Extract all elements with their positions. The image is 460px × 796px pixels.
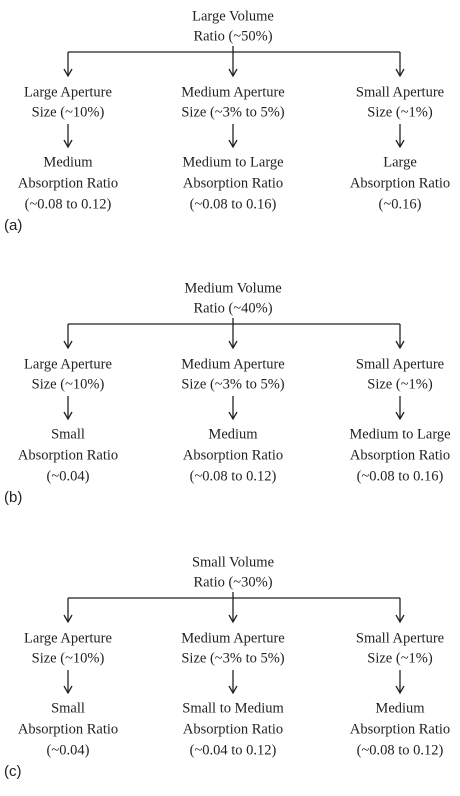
absorption-text: Medium to Large	[182, 154, 283, 170]
absorption-text: Medium	[375, 700, 425, 716]
arrow-head	[395, 685, 405, 695]
arrow-head	[395, 139, 405, 149]
root-text: Small Volume	[192, 554, 274, 570]
absorption-text: Absorption Ratio	[18, 175, 118, 191]
aperture-text: Large Aperture	[24, 84, 112, 100]
root-text: Ratio (~40%)	[193, 300, 272, 316]
aperture-text: Medium Aperture	[181, 630, 285, 646]
arrow-head	[228, 68, 238, 78]
absorption-text: Absorption Ratio	[350, 721, 450, 737]
aperture-text: Size (~10%)	[32, 650, 105, 666]
aperture-text: Large Aperture	[24, 630, 112, 646]
aperture-text: Medium Aperture	[181, 356, 285, 372]
root-text: Large Volume	[192, 8, 274, 24]
absorption-text: Absorption Ratio	[183, 175, 283, 191]
panel-label: (c)	[4, 763, 22, 780]
aperture-text: Size (~10%)	[32, 104, 105, 120]
arrow-head	[63, 340, 73, 350]
absorption-text: Medium	[208, 426, 258, 442]
arrow-head	[395, 411, 405, 421]
panel-label: (a)	[4, 217, 22, 234]
absorption-text: Absorption Ratio	[183, 447, 283, 463]
absorption-text: Medium to Large	[349, 426, 450, 442]
aperture-text: Size (~3% to 5%)	[181, 650, 284, 666]
aperture-text: Small Aperture	[356, 356, 444, 372]
absorption-text: Small to Medium	[182, 700, 284, 716]
arrow-head	[395, 614, 405, 624]
arrow-head	[228, 411, 238, 421]
aperture-text: Size (~3% to 5%)	[181, 376, 284, 392]
absorption-text: Large	[383, 154, 417, 170]
arrow-head	[228, 340, 238, 350]
aperture-text: Size (~1%)	[367, 376, 433, 392]
root-text: Ratio (~30%)	[193, 574, 272, 590]
absorption-text: (~0.08 to 0.12)	[25, 196, 112, 212]
absorption-text: Small	[51, 700, 85, 716]
absorption-text: Absorption Ratio	[350, 447, 450, 463]
aperture-text: Size (~1%)	[367, 650, 433, 666]
absorption-text: (~0.08 to 0.12)	[357, 742, 444, 758]
arrow-head	[395, 340, 405, 350]
absorption-text: (~0.04)	[47, 468, 90, 484]
root-text: Ratio (~50%)	[193, 28, 272, 44]
absorption-text: Small	[51, 426, 85, 442]
absorption-text: (~0.04)	[47, 742, 90, 758]
absorption-text: (~0.16)	[379, 196, 422, 212]
arrow-head	[63, 685, 73, 695]
absorption-text: (~0.08 to 0.12)	[190, 468, 277, 484]
aperture-text: Small Aperture	[356, 84, 444, 100]
arrow-head	[395, 68, 405, 78]
absorption-text: (~0.04 to 0.12)	[190, 742, 277, 758]
aperture-text: Size (~3% to 5%)	[181, 104, 284, 120]
arrow-head	[228, 685, 238, 695]
arrow-head	[228, 139, 238, 149]
absorption-text: Medium	[43, 154, 93, 170]
arrow-head	[63, 411, 73, 421]
arrow-head	[228, 614, 238, 624]
absorption-text: Absorption Ratio	[18, 721, 118, 737]
aperture-text: Large Aperture	[24, 356, 112, 372]
aperture-text: Medium Aperture	[181, 84, 285, 100]
arrow-head	[63, 139, 73, 149]
absorption-text: Absorption Ratio	[350, 175, 450, 191]
absorption-text: (~0.08 to 0.16)	[190, 196, 277, 212]
absorption-text: Absorption Ratio	[183, 721, 283, 737]
aperture-text: Size (~1%)	[367, 104, 433, 120]
panel-label: (b)	[4, 489, 22, 506]
aperture-text: Size (~10%)	[32, 376, 105, 392]
absorption-text: (~0.08 to 0.16)	[357, 468, 444, 484]
root-text: Medium Volume	[184, 280, 281, 296]
absorption-text: Absorption Ratio	[18, 447, 118, 463]
arrow-head	[63, 68, 73, 78]
arrow-head	[63, 614, 73, 624]
aperture-text: Small Aperture	[356, 630, 444, 646]
